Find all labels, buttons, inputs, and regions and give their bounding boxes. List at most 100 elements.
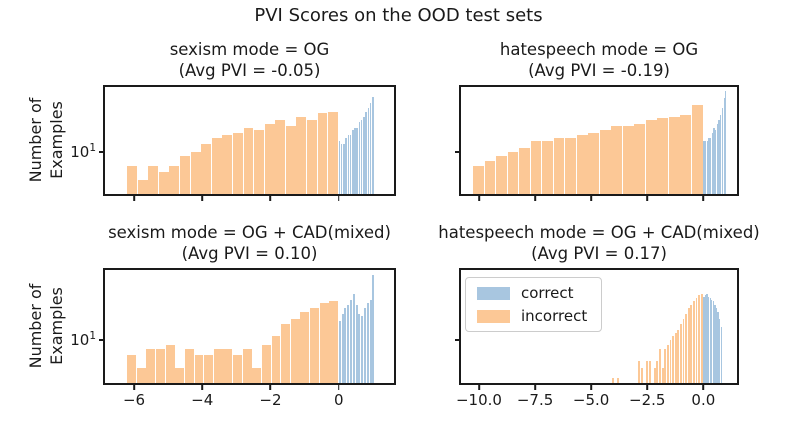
hist-bar-incorrect xyxy=(127,354,137,383)
hist-bar-correct xyxy=(354,128,356,194)
hist-bar-incorrect xyxy=(211,138,222,194)
x-tick-label: −2.5 xyxy=(629,391,666,409)
hist-bar-correct xyxy=(358,314,361,383)
hist-bar-correct xyxy=(365,111,367,194)
hist-bar-correct xyxy=(372,275,375,383)
subplot-hatespeech-og: hatespeech mode = OG (Avg PVI = -0.19) xyxy=(454,40,739,201)
hist-bar-incorrect xyxy=(271,336,281,383)
hist-bar-correct xyxy=(355,304,358,383)
hist-bar-incorrect xyxy=(690,304,693,383)
hist-bar-correct xyxy=(704,295,707,383)
subplot-title-line1: sexism mode = OG xyxy=(169,40,330,59)
x-tick xyxy=(269,385,272,390)
hist-bar-incorrect xyxy=(233,354,242,383)
hist-bar-incorrect xyxy=(285,125,296,194)
hist-bar-correct xyxy=(343,144,345,194)
hist-bar-correct xyxy=(367,107,370,194)
hist-bar-incorrect xyxy=(668,116,680,194)
hist-bar-incorrect xyxy=(672,336,674,383)
hist-bar-incorrect xyxy=(243,128,254,194)
hist-bar-incorrect xyxy=(599,130,611,194)
hist-bar-incorrect xyxy=(252,368,262,383)
y-tick xyxy=(98,339,103,342)
hist-bar-incorrect xyxy=(542,141,553,194)
hist-bar-incorrect xyxy=(692,301,695,383)
legend-swatch-incorrect xyxy=(477,309,510,323)
x-tick xyxy=(133,385,135,390)
y-tick-label: 101 xyxy=(70,142,96,161)
hist-bar-correct xyxy=(356,128,358,194)
hist-bar-incorrect xyxy=(213,349,223,383)
subplot-sexism-og: sexism mode = OG (Avg PVI = -0.05) 101 xyxy=(70,40,396,201)
hist-bar-correct xyxy=(703,296,705,383)
hist-bar-incorrect xyxy=(664,349,667,383)
hist-bar-incorrect xyxy=(148,166,159,194)
hist-bar-correct xyxy=(345,138,347,194)
hist-bar-incorrect xyxy=(317,113,328,194)
y-tick xyxy=(454,339,459,342)
hist-bar-incorrect xyxy=(611,125,623,194)
hist-bar-incorrect xyxy=(222,135,233,194)
hist-bar-correct xyxy=(369,299,372,383)
hist-bar-incorrect xyxy=(653,368,656,383)
hist-bar-correct xyxy=(366,302,369,383)
hist-bar-correct xyxy=(708,296,710,383)
hist-bar-incorrect xyxy=(264,123,275,194)
hist-bar-incorrect xyxy=(194,354,204,383)
hist-bar-incorrect xyxy=(691,104,703,194)
hist-bar-incorrect xyxy=(306,120,317,194)
y-axis-label: Number of Examples xyxy=(25,236,67,416)
hist-bar-incorrect xyxy=(127,166,138,194)
hist-bar-incorrect xyxy=(329,301,339,383)
hist-bar-correct xyxy=(716,123,718,194)
hist-bar-correct xyxy=(725,91,727,194)
subplot-sexism-og-cad: sexism mode = OG + CAD(mixed) (Avg PVI =… xyxy=(70,223,396,409)
hist-bar-incorrect xyxy=(232,132,243,194)
hist-bar-correct xyxy=(338,141,341,194)
hist-bar-incorrect xyxy=(687,308,690,383)
hist-bar-correct xyxy=(363,308,366,383)
hist-bar-incorrect xyxy=(190,151,201,194)
hist-bar-correct xyxy=(349,135,352,194)
hist-bar-incorrect xyxy=(261,344,271,383)
hist-bar-incorrect xyxy=(698,295,701,383)
subplot-title-line2: (Avg PVI = 0.17) xyxy=(531,243,667,263)
hist-bar-correct xyxy=(708,138,710,194)
x-tick-label: 0.0 xyxy=(691,391,716,409)
legend-item-incorrect: incorrect xyxy=(477,308,587,324)
y-axis-label-line1: Number of xyxy=(26,283,45,369)
hist-bar-incorrect xyxy=(158,172,169,194)
hist-bar-correct xyxy=(706,294,708,383)
hist-bar-incorrect xyxy=(281,323,291,383)
hist-bar-incorrect xyxy=(700,294,703,383)
figure-title: PVI Scores on the OOD test sets xyxy=(254,5,543,26)
hist-bar-incorrect xyxy=(666,344,669,383)
subplot-title-line2: (Avg PVI = -0.05) xyxy=(178,60,321,80)
x-tick xyxy=(478,196,480,201)
hist-bar-incorrect xyxy=(679,323,682,383)
hist-bar-incorrect xyxy=(296,116,307,194)
x-tick xyxy=(534,385,536,390)
x-tick xyxy=(478,385,480,390)
plot-area xyxy=(103,268,396,385)
hist-bar-correct xyxy=(363,116,365,194)
hist-bar-correct xyxy=(721,107,724,194)
hist-bar-correct xyxy=(713,128,715,194)
y-axis-label-line1: Number of xyxy=(26,97,45,183)
hist-bar-incorrect xyxy=(640,368,643,383)
hist-bar-incorrect xyxy=(677,329,680,383)
x-tick-label: −7.5 xyxy=(516,391,554,409)
hist-bar-incorrect xyxy=(680,114,692,194)
hist-bar-incorrect xyxy=(646,361,648,383)
hist-bar-correct xyxy=(705,141,707,194)
hist-bar-correct xyxy=(712,301,714,383)
hist-bar-incorrect xyxy=(146,349,156,383)
hist-bar-incorrect xyxy=(223,349,233,383)
hist-bar-incorrect xyxy=(656,361,659,383)
y-axis-label-line2: Examples xyxy=(47,287,66,365)
hist-bar-incorrect xyxy=(204,354,214,383)
hist-bar-correct xyxy=(347,135,350,194)
hist-bar-incorrect xyxy=(645,120,657,194)
hist-bar-incorrect xyxy=(634,123,646,194)
legend: correct incorrect xyxy=(465,277,603,332)
